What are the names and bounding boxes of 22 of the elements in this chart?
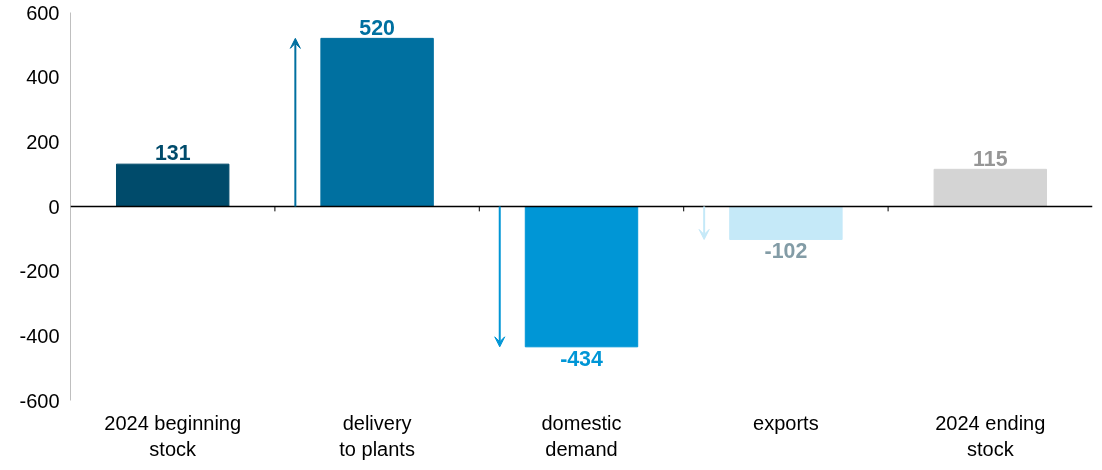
y-tick-label: -400 [19, 324, 60, 347]
y-tick-label: 600 [26, 1, 60, 24]
bar [729, 206, 843, 240]
data-label: -102 [764, 239, 808, 264]
x-tick-label: 2024 beginning stock [104, 411, 242, 460]
x-tick-label: exports [753, 411, 819, 434]
data-label: -434 [560, 346, 603, 371]
bar [115, 163, 230, 207]
y-tick-label: -600 [19, 389, 60, 412]
bar [524, 206, 639, 348]
y-tick-label: 200 [26, 130, 60, 153]
bar [933, 168, 1048, 207]
y-tick-label: -200 [19, 260, 60, 283]
data-label: 115 [973, 146, 1008, 171]
x-tick-label: delivery to plants [339, 411, 415, 460]
data-label: 131 [154, 141, 191, 166]
x-tick-label: 2024 ending stock [935, 411, 1046, 460]
y-tick-label: 400 [26, 66, 60, 89]
x-tick-label: domestic demand [541, 411, 622, 460]
bar [320, 37, 434, 207]
y-tick-label: 0 [48, 195, 60, 218]
data-label: 520 [359, 15, 395, 40]
